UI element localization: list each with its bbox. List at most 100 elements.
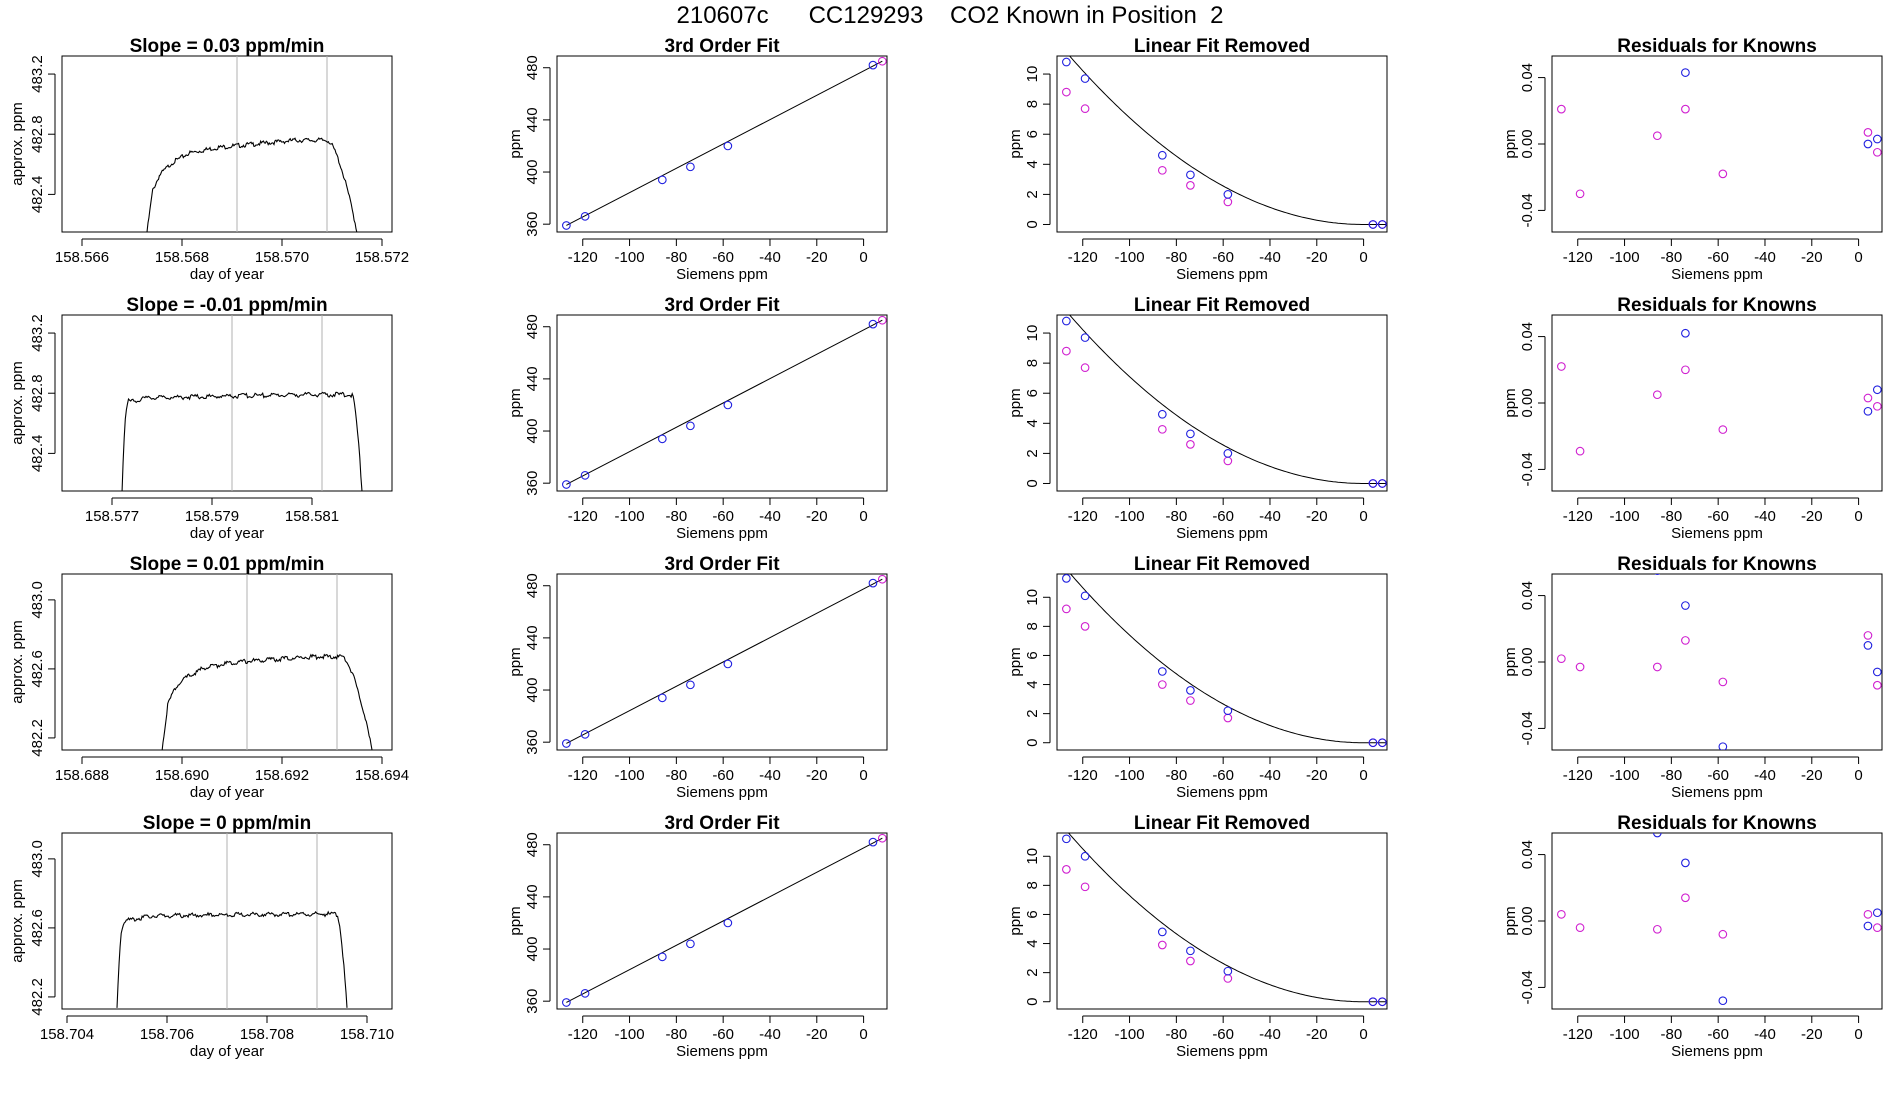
x-axis-label: day of year xyxy=(190,1043,264,1060)
plot-frame xyxy=(1551,314,1883,492)
y-tick-label: 483.2 xyxy=(29,55,46,93)
y-tick-label: 360 xyxy=(524,730,541,755)
magenta-point xyxy=(1863,631,1873,640)
blue-point xyxy=(1080,851,1090,861)
blue-point xyxy=(1863,641,1873,650)
magenta-point xyxy=(1223,713,1233,723)
magenta-point xyxy=(1157,424,1167,434)
x-tick-label: -120 xyxy=(1563,767,1593,784)
y-tick-label: 482.8 xyxy=(29,374,46,412)
plot-body xyxy=(1557,328,1882,456)
x-tick-label: -100 xyxy=(1115,508,1145,525)
y-tick-label: 4 xyxy=(1024,939,1041,947)
chart-panel-2-3: Linear Fit Removed -120 -100 -80 -60 -40 -20 0 S… xyxy=(1007,295,1388,542)
blue-point xyxy=(580,212,590,221)
plot-body xyxy=(146,56,358,232)
magenta-point xyxy=(1718,929,1728,939)
y-tick-label: 4 xyxy=(1024,160,1041,168)
blue-point xyxy=(686,421,695,431)
x-tick-label: -20 xyxy=(1801,767,1823,784)
magenta-point xyxy=(877,574,887,584)
plot-body xyxy=(121,315,363,491)
blue-point xyxy=(657,175,667,185)
plot-body xyxy=(1557,574,1882,750)
x-tick-label: -80 xyxy=(666,508,688,525)
y-tick-label: 6 xyxy=(1024,130,1041,138)
plot-frame xyxy=(556,832,888,1010)
blue-point xyxy=(657,693,667,703)
x-tick-label: -80 xyxy=(1661,767,1683,784)
blue-point xyxy=(1062,574,1071,583)
y-tick-label: -0.04 xyxy=(1519,711,1536,745)
y-axis-label: ppm xyxy=(507,647,524,676)
magenta-point xyxy=(1681,104,1690,114)
magenta-point xyxy=(1872,401,1882,411)
x-tick-label: 158.566 xyxy=(55,249,109,266)
plot-body xyxy=(1062,56,1387,229)
magenta-point xyxy=(1872,147,1882,157)
chart-panel-3-1: Slope = 0.01 ppm/min 158.688 158.690 158.69… xyxy=(9,554,409,801)
chart-panel-4-2: 3rd Order Fit -120 -100 -80 -60 -40 -20 0 Siemen… xyxy=(507,813,888,1060)
chart-title: Residuals for Knowns xyxy=(1617,813,1817,834)
y-tick-label: 0 xyxy=(1024,220,1041,228)
blue-point xyxy=(1863,921,1873,931)
x-tick-label: -20 xyxy=(1801,1026,1823,1043)
blue-point xyxy=(868,319,878,329)
x-tick-label: -20 xyxy=(1306,1026,1328,1043)
blue-point xyxy=(562,221,571,230)
blue-point xyxy=(657,952,667,962)
plot-frame xyxy=(61,55,393,233)
magenta-point xyxy=(1157,680,1167,689)
plot-body xyxy=(161,574,373,750)
y-tick-label: 4 xyxy=(1024,680,1041,688)
y-tick-label: 8 xyxy=(1024,100,1041,108)
x-tick-label: -100 xyxy=(1610,767,1640,784)
chart-panel-3-4: Residuals for Knowns -120 -100 -80 -60 -40 -20… xyxy=(1502,554,1883,801)
x-tick-label: 158.692 xyxy=(255,767,309,784)
y-tick-label: 8 xyxy=(1024,622,1041,630)
x-tick-label: -40 xyxy=(1259,767,1281,784)
x-tick-label: -120 xyxy=(1563,1026,1593,1043)
x-tick-label: -100 xyxy=(615,249,645,266)
y-tick-label: 482.4 xyxy=(29,176,46,214)
blue-point xyxy=(1872,134,1882,144)
fit-line xyxy=(566,578,883,744)
plot-frame xyxy=(1056,55,1388,233)
y-tick-label: 6 xyxy=(1024,651,1041,659)
y-tick-label: 482.6 xyxy=(29,909,46,947)
blue-point xyxy=(1681,858,1690,868)
x-tick-label: -100 xyxy=(1115,767,1145,784)
magenta-point xyxy=(1080,622,1090,631)
x-tick-label: -100 xyxy=(1610,508,1640,525)
magenta-point xyxy=(1557,910,1566,919)
y-tick-label: 360 xyxy=(524,471,541,496)
x-tick-label: -40 xyxy=(1259,508,1281,525)
chart-panel-1-3: Linear Fit Removed -120 -100 -80 -60 -40 -20 0 S… xyxy=(1007,36,1388,283)
magenta-point xyxy=(1863,393,1873,403)
blue-point xyxy=(723,400,733,410)
y-tick-label: 360 xyxy=(524,212,541,237)
plot-body xyxy=(1062,315,1387,488)
plot-body xyxy=(1557,68,1882,199)
x-tick-label: -40 xyxy=(1754,508,1776,525)
chart-panel-3-3: Linear Fit Removed -120 -100 -80 -60 -40 -20 0 S… xyxy=(1007,554,1388,801)
x-tick-label: 0 xyxy=(1854,1026,1862,1043)
plot-frame xyxy=(1551,832,1883,1010)
x-tick-label: -60 xyxy=(1212,1026,1234,1043)
plot-body xyxy=(562,833,887,1007)
magenta-point xyxy=(1223,974,1233,983)
x-tick-label: -60 xyxy=(712,508,734,525)
x-tick-label: -40 xyxy=(1754,767,1776,784)
blue-point xyxy=(868,60,878,70)
concentration-trace xyxy=(161,653,373,750)
chart-panel-1-1: Slope = 0.03 ppm/min 158.566 158.568 158.57… xyxy=(9,36,409,283)
plot-body xyxy=(562,574,887,748)
magenta-point xyxy=(1186,956,1195,966)
x-tick-label: 0 xyxy=(1359,1026,1367,1043)
blue-point xyxy=(1186,429,1195,439)
x-tick-label: 0 xyxy=(1854,249,1862,266)
magenta-point xyxy=(1062,865,1071,874)
blue-point xyxy=(1223,966,1233,976)
y-axis-label: ppm xyxy=(1007,647,1024,676)
